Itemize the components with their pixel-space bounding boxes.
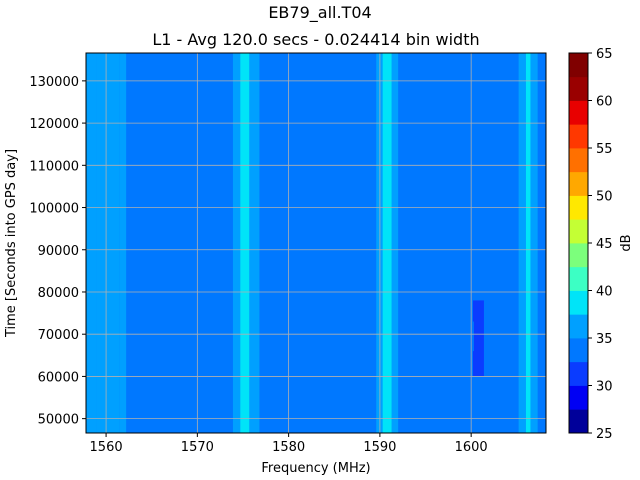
colorbar-label: dB	[619, 234, 634, 251]
chart-title: L1 - Avg 120.0 secs - 0.024414 bin width	[152, 30, 479, 49]
frequency-band	[232, 53, 241, 433]
colorbar-tick-label: 25	[596, 427, 613, 442]
plot-frame	[85, 52, 547, 434]
frequency-band	[119, 53, 127, 433]
colorbar-segment	[569, 409, 588, 434]
frequency-band	[249, 53, 260, 433]
frequency-band	[525, 53, 531, 433]
colorbar-segment	[569, 171, 588, 196]
frequency-band	[530, 53, 538, 433]
colorbar-tick-label: 65	[596, 47, 613, 62]
colorbar-segment	[569, 266, 588, 291]
low-power-region	[467, 321, 474, 352]
y-tick-label: 130000	[29, 75, 79, 90]
low-power-regions	[467, 300, 484, 377]
y-axis-label: Time [Seconds into GPS day]	[4, 149, 19, 338]
y-tick-label: 110000	[29, 159, 79, 174]
colorbar-segment	[569, 338, 588, 363]
colorbar-segment	[569, 148, 588, 173]
grid	[86, 53, 546, 433]
plot-area	[85, 52, 547, 434]
frequency-band	[537, 53, 546, 433]
colorbar-tick-label: 50	[596, 190, 613, 205]
colorbar-tick-label: 30	[596, 380, 613, 395]
chart-suptitle: EB79_all.T04	[268, 3, 371, 23]
x-tick-label: 1590	[363, 440, 396, 455]
frequency-band	[376, 53, 383, 433]
x-axis-label: Frequency (MHz)	[261, 461, 370, 476]
frequency-band	[240, 53, 250, 433]
frequency-bands	[86, 53, 546, 433]
colorbar-segment	[569, 361, 588, 386]
colorbar-segment	[569, 76, 588, 101]
y-tick-label: 90000	[38, 244, 79, 259]
frequency-band	[518, 53, 526, 433]
y-tick-label: 50000	[38, 413, 79, 428]
plot-background	[86, 53, 546, 433]
frequency-band	[86, 53, 97, 433]
y-tick-label: 120000	[29, 117, 79, 132]
colorbar-segment	[569, 124, 588, 149]
x-tick-label: 1560	[90, 440, 123, 455]
colorbar-segment	[569, 219, 588, 244]
colorbar-tick-label: 35	[596, 332, 613, 347]
y-axis: 50000 60000 70000 80000 90000 100000 110000 120…	[29, 75, 86, 428]
y-tick-label: 100000	[29, 202, 79, 217]
frequency-band	[96, 53, 120, 433]
x-tick-label: 1600	[455, 440, 488, 455]
colorbar-segment	[569, 290, 588, 315]
colorbar-segment	[569, 314, 588, 339]
low-power-region	[472, 300, 484, 377]
colorbar-tick-label: 55	[596, 142, 613, 157]
colorbar-segment	[569, 100, 588, 125]
colorbar-segment	[569, 243, 588, 268]
y-tick-label: 60000	[38, 370, 79, 385]
frequency-band	[391, 53, 399, 433]
x-axis: 1560 1570 1580 1590 1600	[90, 433, 488, 455]
frequency-band	[382, 53, 392, 433]
colorbar-tick-label: 60	[596, 95, 613, 110]
colorbar-segment	[569, 385, 588, 410]
colorbar-tick-label: 45	[596, 237, 613, 252]
colorbar-segment	[569, 195, 588, 220]
colorbar-segment	[569, 53, 588, 78]
x-tick-label: 1570	[181, 440, 214, 455]
x-tick-label: 1580	[272, 440, 305, 455]
colorbar-tick-label: 40	[596, 285, 613, 300]
y-tick-label: 70000	[38, 328, 79, 343]
colorbar: 25 30 35 40 45 50 55 60 65	[568, 47, 613, 442]
y-tick-label: 80000	[38, 286, 79, 301]
